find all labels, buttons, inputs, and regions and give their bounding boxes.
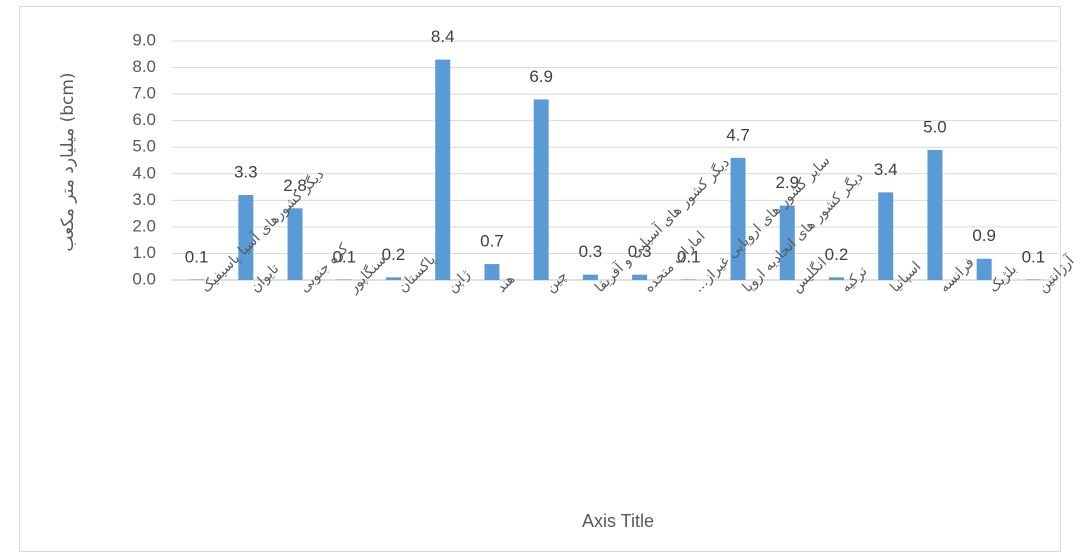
data-label: 0.3 [579,242,603,261]
x-axis-title: Axis Title [582,511,654,531]
bar [927,149,943,280]
data-label: 2.9 [775,173,799,192]
y-tick-label: 6.0 [132,110,156,129]
data-label: 8.4 [431,27,455,46]
y-tick-label: 4.0 [132,163,156,182]
bar [386,277,401,280]
bar [189,279,205,280]
data-label: 6.9 [529,67,553,86]
data-label: 2.8 [283,176,307,195]
category-label: فرانسه [936,255,977,296]
y-tick-label: 1.0 [132,243,156,262]
data-label: 0.1 [185,247,209,266]
bars [189,59,1041,280]
bar [533,99,549,280]
bar [681,279,697,280]
y-tick-label: 0.0 [132,269,156,288]
bar [779,205,795,280]
bar [878,192,894,280]
bar [435,59,451,280]
bar [632,274,648,280]
y-tick-label: 9.0 [132,30,156,49]
y-tick-label: 3.0 [132,190,156,209]
bar [238,195,254,280]
y-axis-ticks: 0.0 1.0 2.0 3.0 4.0 5.0 6.0 7.0 8.0 9.0 [132,30,156,288]
gridlines [172,40,1058,281]
bar [582,274,598,280]
bar [336,279,352,280]
bar [730,157,746,280]
bar [484,264,500,280]
data-label: 0.1 [1022,247,1046,266]
bar [976,258,992,280]
y-tick-label: 2.0 [132,216,156,235]
bar [829,277,844,280]
data-label: 0.9 [972,226,996,245]
category-label: کره جنوبی [297,241,352,296]
data-label: 5.0 [923,117,947,136]
y-tick-label: 5.0 [132,137,156,156]
data-labels: 0.1 3.3 2.8 0.1 0.2 8.4 0.7 6.9 0.3 0.3 0.1 4.7 2.9 0… [185,27,1045,266]
bar [1025,279,1041,280]
data-label: 3.4 [874,160,898,179]
data-label: 0.1 [677,247,701,266]
data-label: 3.3 [234,163,258,182]
data-label: 0.7 [480,232,504,251]
data-label: 0.2 [382,245,406,264]
data-label: 0.3 [628,242,652,261]
data-label: 0.1 [332,247,356,266]
y-axis-title: میلیارد متر مکعب (bcm) [58,72,78,251]
data-label: 4.7 [726,125,750,144]
bar [287,208,303,280]
y-tick-label: 7.0 [132,84,156,103]
y-tick-label: 8.0 [132,57,156,76]
data-label: 0.2 [825,245,849,264]
